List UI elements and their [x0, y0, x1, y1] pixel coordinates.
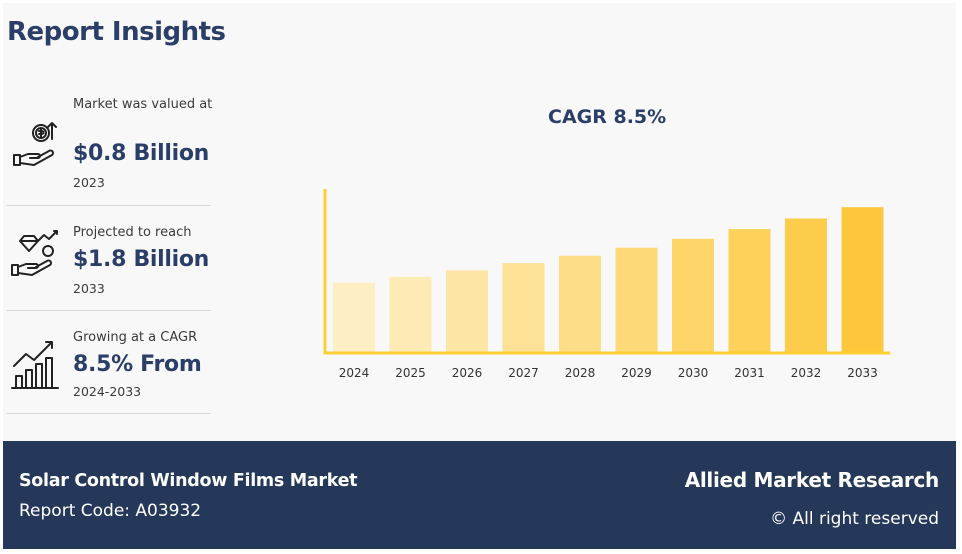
brand-name: Allied Market Research	[684, 468, 940, 492]
stat-year: 2033	[73, 281, 105, 296]
bar-2025	[389, 276, 432, 353]
bar-2024	[333, 282, 375, 353]
x-tick-label: 2033	[847, 366, 878, 380]
divider	[6, 205, 211, 206]
bar-2030	[672, 238, 714, 353]
x-tick-label: 2029	[621, 366, 652, 380]
bar-2033	[841, 207, 884, 353]
x-tick-label: 2024	[339, 366, 370, 380]
stat-label: Projected to reach	[73, 225, 192, 240]
bar-2028	[559, 255, 601, 353]
growth-chart-icon	[11, 341, 59, 389]
x-tick-label: 2032	[791, 366, 822, 380]
stat-year: 2023	[73, 175, 105, 190]
bar-2026	[446, 270, 488, 353]
stat-cagr: Growing at a CAGR 8.5% From 2024-2033	[6, 324, 211, 419]
page-title: Report Insights	[7, 17, 226, 47]
stat-year: 2024-2033	[73, 384, 142, 399]
bar-2032	[785, 218, 827, 353]
x-tick-label: 2028	[565, 366, 596, 380]
diamond-hand-icon	[11, 230, 58, 276]
x-tick-label: 2030	[678, 366, 709, 380]
bar-2027	[502, 263, 545, 353]
footer: Solar Control Window Films Market Report…	[3, 441, 956, 549]
x-tick-label: 2025	[395, 366, 426, 380]
bar-2031	[728, 229, 771, 353]
x-tick-label: 2026	[452, 366, 483, 380]
stat-market-value: Market was valued at $0.8 Billion 2023	[6, 93, 212, 203]
market-name: Solar Control Window Films Market	[19, 471, 358, 491]
copyright: © All right reserved	[770, 509, 939, 529]
stat-value: 8.5% From	[73, 352, 202, 377]
stat-label: Market was valued at	[73, 97, 213, 112]
divider	[6, 413, 211, 414]
money-hand-icon	[13, 122, 57, 166]
stat-value: $1.8 Billion	[73, 247, 210, 272]
stat-value: $0.8 Billion	[73, 141, 210, 166]
report-code: Report Code: A03932	[19, 501, 202, 521]
x-tick-label: 2027	[508, 366, 539, 380]
stat-label: Growing at a CAGR	[73, 330, 198, 345]
report-card: Report Insights Market was valued at $0.…	[3, 3, 956, 549]
bar-chart: 2024 2025 2026 2027 2028 2029 2030 2031 2032 2033	[323, 189, 890, 380]
bar-2029	[615, 247, 658, 353]
divider	[6, 310, 211, 311]
x-tick-label: 2031	[734, 366, 765, 380]
chart-title: CAGR 8.5%	[548, 106, 667, 128]
stat-projected-value: Projected to reach $1.8 Billion 2033	[6, 219, 211, 314]
